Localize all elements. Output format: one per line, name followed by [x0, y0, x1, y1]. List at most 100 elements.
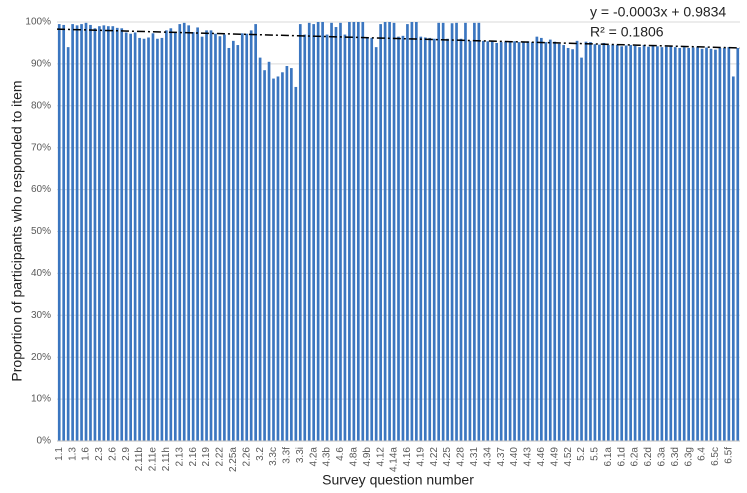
x-tick-label: 4.37: [496, 447, 507, 467]
bar: [165, 30, 168, 441]
bar: [727, 47, 731, 441]
x-tick-label: 4.2a: [308, 447, 319, 467]
bar: [437, 22, 441, 441]
bar: [191, 32, 195, 441]
bar: [481, 40, 485, 441]
bar: [361, 22, 365, 441]
bar: [392, 22, 396, 441]
x-tick-label: 2.22: [215, 447, 226, 467]
bar: [673, 47, 677, 441]
bar: [62, 24, 66, 441]
trendline: [56, 28, 741, 49]
bar: [231, 40, 235, 441]
bar: [263, 70, 266, 441]
bar: [415, 22, 418, 441]
bar: [187, 25, 191, 442]
bar: [196, 27, 199, 442]
x-tick-label: 4.8a: [349, 447, 360, 467]
bar: [606, 45, 610, 442]
bar: [406, 24, 409, 441]
y-tick-label: 10%: [31, 394, 51, 405]
bar: [290, 68, 293, 441]
bar: [281, 72, 284, 441]
bar: [464, 22, 467, 441]
bar: [115, 27, 119, 442]
bar: [718, 47, 722, 442]
bar: [156, 38, 159, 441]
x-tick-label: 6.3d: [670, 447, 681, 466]
bar: [325, 34, 329, 441]
x-tick-label: 4.16: [402, 447, 413, 467]
bar: [441, 22, 445, 441]
bar: [169, 28, 173, 441]
x-tick-label: 3.3c: [268, 447, 279, 466]
bar: [611, 44, 615, 441]
bar: [57, 24, 61, 441]
x-tick-label: 2.11h: [161, 447, 172, 471]
bar: [593, 44, 597, 441]
bar: [93, 28, 97, 441]
bar: [272, 78, 275, 441]
x-tick-label: 3.3i: [295, 447, 306, 463]
x-tick-label: 2.11b: [134, 447, 145, 472]
x-tick-label: 4.40: [509, 447, 520, 467]
bar: [102, 25, 106, 442]
bar: [173, 32, 177, 441]
bar: [227, 47, 231, 442]
bar: [397, 36, 400, 441]
bar: [468, 40, 472, 441]
bar: [647, 46, 650, 441]
y-tick-label: 80%: [31, 100, 51, 111]
bar: [249, 30, 253, 441]
x-tick-label: 3.3f: [282, 447, 293, 464]
bar: [450, 23, 454, 442]
y-tick-label: 60%: [31, 184, 51, 195]
x-tick-label: 5.5: [590, 447, 601, 461]
y-tick-label: 0%: [37, 436, 52, 447]
x-tick-label: 2.16: [188, 447, 199, 467]
y-axis-title: Proportion of participants who responded…: [9, 80, 25, 381]
bar: [120, 28, 124, 441]
bar: [285, 65, 289, 442]
bar: [267, 61, 271, 442]
bar: [182, 22, 186, 441]
x-tick-label: 4.34: [482, 447, 493, 467]
x-tick-label: 2.26: [241, 447, 252, 467]
bar: [379, 24, 382, 441]
bar: [312, 24, 316, 441]
x-tick-label: 6.4: [697, 447, 708, 461]
bar: [258, 57, 262, 442]
bar: [356, 22, 360, 441]
bar: [540, 37, 543, 442]
bar: [736, 47, 740, 442]
bar: [656, 46, 659, 441]
bar: [571, 49, 574, 442]
bar: [714, 49, 717, 442]
bar: [629, 45, 632, 442]
bar: [276, 76, 280, 441]
bar: [705, 47, 708, 442]
bar: [214, 33, 217, 442]
x-tick-label: 1.3: [67, 447, 78, 461]
x-tick-label: 4.9b: [362, 447, 373, 467]
bar: [133, 32, 137, 441]
bar: [580, 57, 583, 442]
x-tick-label: 4.43: [523, 447, 534, 467]
bar: [218, 36, 222, 441]
bar: [557, 43, 561, 442]
bar: [254, 24, 257, 441]
bar: [517, 42, 521, 441]
x-tick-label: 2.9: [121, 447, 132, 461]
bar: [687, 47, 691, 442]
x-tick-label: 1.6: [81, 447, 92, 461]
bar: [106, 26, 110, 441]
x-tick-label: 4.49: [549, 447, 560, 467]
bar: [334, 27, 338, 441]
bar: [651, 45, 655, 442]
x-tick-label: 6.2a: [630, 447, 641, 467]
bar: [348, 22, 351, 441]
bar: [486, 41, 490, 442]
bar: [205, 30, 208, 441]
bar: [642, 45, 646, 442]
